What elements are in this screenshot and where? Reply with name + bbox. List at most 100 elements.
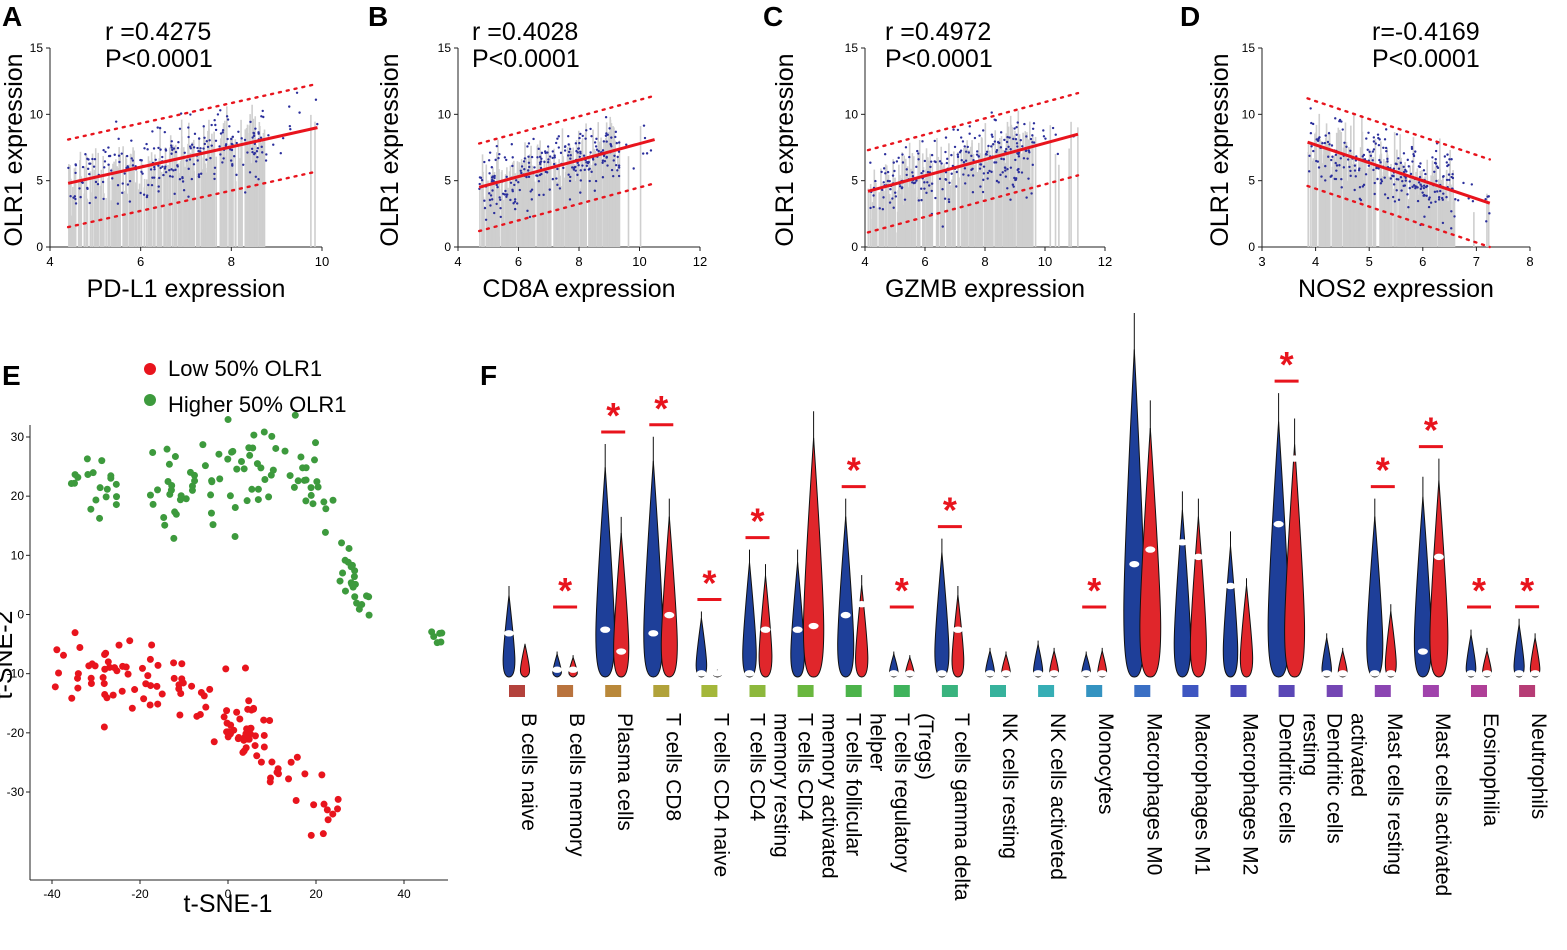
data-point xyxy=(925,191,928,195)
data-point xyxy=(562,166,565,170)
violin-low xyxy=(1123,313,1146,678)
tsne-point xyxy=(239,748,247,756)
data-point xyxy=(1353,164,1357,167)
data-point xyxy=(959,136,963,139)
data-point xyxy=(1017,167,1020,171)
data-point xyxy=(567,173,570,176)
data-point xyxy=(171,175,174,178)
data-point xyxy=(590,170,593,174)
data-point xyxy=(1389,177,1393,180)
tsne-point xyxy=(107,472,115,480)
data-point xyxy=(489,194,493,197)
x-tick-label: 10 xyxy=(632,254,646,269)
x-tick-label: 10 xyxy=(315,254,329,269)
tsne-point xyxy=(178,675,186,683)
tsne-point xyxy=(126,637,134,645)
data-point xyxy=(889,188,892,191)
data-point xyxy=(891,174,895,177)
tsne-point xyxy=(358,601,366,609)
data-point xyxy=(1433,190,1437,194)
tsne-point xyxy=(323,806,331,814)
tsne-point xyxy=(51,683,59,691)
violin-low xyxy=(1366,498,1384,678)
x-axis-label: NOS2 expression xyxy=(1298,275,1494,303)
data-point xyxy=(1361,155,1364,158)
tsne-panel: E Low 50% OLR1 Higher 50% OLR1 30 20 10 0 -10 -2… xyxy=(0,356,448,918)
data-point xyxy=(963,145,966,148)
data-point xyxy=(1373,181,1376,185)
data-point xyxy=(187,195,190,198)
data-point xyxy=(869,206,872,210)
data-point xyxy=(272,143,275,146)
data-point xyxy=(498,196,501,199)
data-point xyxy=(130,157,133,160)
data-point xyxy=(493,211,496,215)
tsne-point xyxy=(242,730,250,738)
data-point xyxy=(230,137,233,141)
data-point xyxy=(970,168,973,172)
tsne-point xyxy=(207,491,215,499)
y-axis-label: OLR1 expression xyxy=(1206,53,1234,246)
data-point xyxy=(911,175,915,178)
data-point xyxy=(221,161,224,164)
data-point xyxy=(933,139,936,143)
data-point xyxy=(513,207,517,211)
tsne-point xyxy=(260,716,268,724)
tsne-point xyxy=(319,830,327,838)
tsne-point xyxy=(89,469,97,477)
tsne-point xyxy=(87,674,95,682)
violin-median xyxy=(936,670,947,677)
tsne-point xyxy=(109,691,117,699)
data-point xyxy=(1378,158,1381,162)
tsne-point xyxy=(71,471,79,479)
data-point xyxy=(288,105,291,108)
significance-star: * xyxy=(558,570,572,611)
violin-median xyxy=(952,626,963,633)
violin-median xyxy=(616,648,627,655)
violin-high xyxy=(1049,647,1060,678)
violin-panel: F B cells naive * B cells memory * Plasma cel… xyxy=(480,313,1550,901)
data-point xyxy=(102,197,105,201)
data-point xyxy=(1354,175,1357,178)
data-point xyxy=(594,145,598,148)
tsne-point xyxy=(231,532,239,540)
data-point xyxy=(926,181,929,184)
data-point xyxy=(1391,174,1394,177)
data-point xyxy=(921,140,924,143)
tsne-point xyxy=(103,694,111,702)
violin-median xyxy=(840,611,851,619)
data-point xyxy=(1367,131,1370,134)
violin-median xyxy=(1241,571,1252,579)
violin-body xyxy=(1337,650,1348,678)
data-point xyxy=(1371,150,1375,153)
tsne-point xyxy=(246,724,254,732)
data-point xyxy=(488,172,491,175)
data-point xyxy=(948,181,951,185)
data-point xyxy=(1446,153,1449,156)
data-point xyxy=(1434,157,1437,161)
data-point xyxy=(1417,165,1421,168)
data-point xyxy=(893,169,896,173)
data-point xyxy=(605,155,608,159)
data-point xyxy=(213,172,216,176)
violin-median xyxy=(696,670,707,677)
violin-median xyxy=(1145,546,1156,553)
tsne-point xyxy=(273,768,281,776)
data-point xyxy=(1397,157,1400,160)
significance-star: * xyxy=(1424,410,1438,451)
data-point xyxy=(151,176,154,179)
data-point xyxy=(1334,117,1337,120)
violin-median xyxy=(1129,560,1140,568)
data-point xyxy=(579,132,582,136)
data-points xyxy=(867,110,1079,247)
data-point xyxy=(522,160,526,163)
data-point xyxy=(1328,143,1331,146)
data-point xyxy=(1027,177,1030,180)
data-point xyxy=(1308,154,1311,158)
data-point xyxy=(920,171,923,175)
data-point xyxy=(994,161,998,164)
tsne-point xyxy=(100,723,108,731)
data-point xyxy=(1320,175,1323,178)
data-point xyxy=(202,125,205,128)
data-point xyxy=(1364,173,1368,176)
